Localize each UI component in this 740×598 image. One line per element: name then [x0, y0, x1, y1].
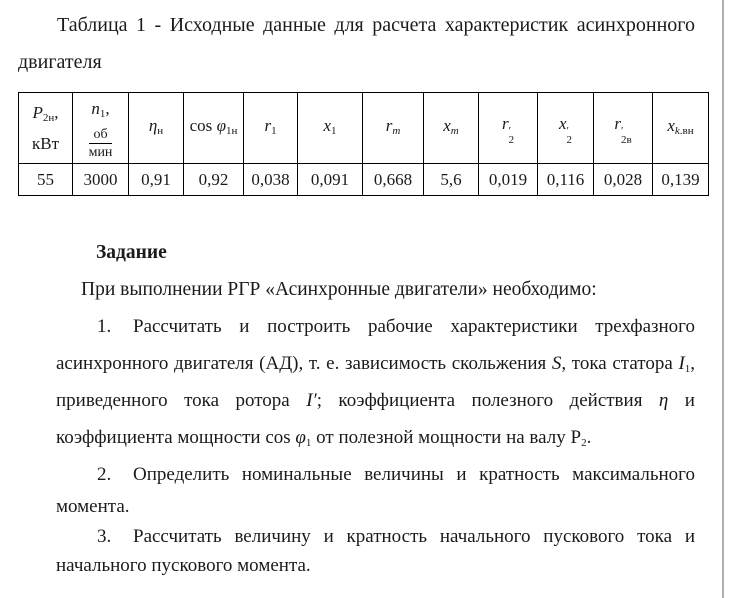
input-data-table: P2н, кВт n1, об мин ηн cos φ1н r1 x1 rm xm r ′ 2 x ′ 2 r ′…	[18, 92, 709, 196]
table-value-cell: 0,091	[297, 163, 363, 196]
task-text-line: коэффициента мощности cos φ1 от полезной…	[56, 427, 592, 449]
list-item-number: 1.	[97, 316, 112, 337]
table-header-cell-cos-phi-1n: cos φ1н	[183, 92, 244, 164]
table-caption-line-1: Таблица 1 - Исходные данные для расчета …	[57, 14, 695, 36]
table-header-cell-xm: xm	[423, 92, 479, 164]
page-edge-line	[722, 0, 724, 598]
table-caption-line-2: двигателя	[18, 51, 102, 73]
table-header-cell-rm: rm	[362, 92, 424, 164]
table-header-cell-r1: r1	[243, 92, 298, 164]
task-text-line: 2. Определить номинальные величины и крат…	[56, 462, 695, 488]
task-intro: При выполнении РГР «Асинхронные двигател…	[81, 279, 597, 300]
table-header-cell-x2-prime: x ′ 2	[537, 92, 594, 164]
table-header-cell-eta-n: ηн	[128, 92, 184, 164]
task-heading: Задание	[96, 242, 167, 263]
table-header-cell-r2-prime: r ′ 2	[478, 92, 538, 164]
table-value-row: 55 3000 0,91 0,92 0,038 0,091 0,668 5,6 0,019 0,1…	[18, 163, 709, 196]
table-value-cell: 0,116	[537, 163, 594, 196]
table-header-cell-n1-ob-min: n1, об мин	[72, 92, 129, 164]
table-header-cell-x1: x1	[297, 92, 363, 164]
list-item-number: 3.	[97, 526, 112, 547]
table-header-row: P2н, кВт n1, об мин ηн cos φ1н r1 x1 rm xm r ′ 2 x ′ 2 r ′…	[18, 92, 709, 164]
table-value-cell: 5,6	[423, 163, 479, 196]
task-text-line: момента.	[56, 496, 130, 517]
table-value-cell: 0,139	[652, 163, 709, 196]
task-text-line: 3. Рассчитать величину и кратность началь…	[56, 524, 695, 550]
table-value-cell: 3000	[72, 163, 129, 196]
table-header-cell-xk-vn: xk.вн	[652, 92, 709, 164]
table-value-cell: 0,668	[362, 163, 424, 196]
table-header-cell-r2v-prime: r ′ 2в	[593, 92, 653, 164]
table-value-cell: 0,038	[243, 163, 298, 196]
task-text-line: начального пускового момента.	[56, 555, 311, 576]
task-text-line: 1. Рассчитать и построить рабочие характе…	[56, 314, 695, 340]
table-header-cell-P2n-kWt: P2н, кВт	[18, 92, 73, 164]
table-value-cell: 0,028	[593, 163, 653, 196]
task-text-line: приведенного тока ротора I′; коэффициент…	[56, 390, 695, 411]
list-item-number: 2.	[97, 464, 112, 485]
table-value-cell: 55	[18, 163, 73, 196]
table-value-cell: 0,92	[183, 163, 244, 196]
task-text-line: асинхронного двигателя (АД), т. е. завис…	[56, 353, 696, 375]
table-value-cell: 0,91	[128, 163, 184, 196]
table-value-cell: 0,019	[478, 163, 538, 196]
